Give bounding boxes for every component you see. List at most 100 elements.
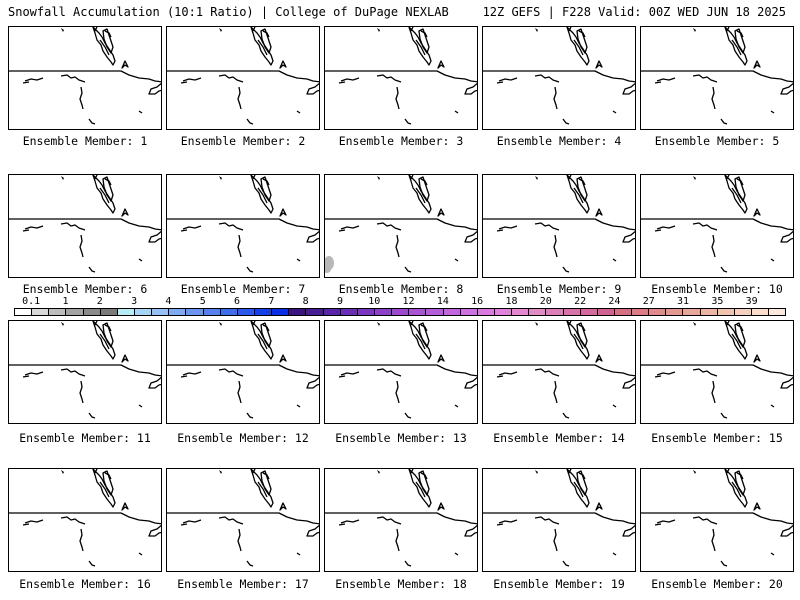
colorbar-segment xyxy=(460,309,478,315)
ensemble-member-map xyxy=(166,320,320,424)
map-outline xyxy=(167,175,319,273)
colorbar-segment xyxy=(614,309,633,315)
colorbar-tick-label: 27 xyxy=(642,296,655,307)
ensemble-member-label: Ensemble Member: 12 xyxy=(177,431,309,445)
ensemble-member-map xyxy=(640,26,794,130)
ensemble-member-map xyxy=(324,174,478,278)
colorbar-segment xyxy=(529,309,547,315)
colorbar-segment xyxy=(289,309,307,315)
ensemble-member-map xyxy=(324,26,478,130)
colorbar-segment xyxy=(220,309,238,315)
ensemble-member-label: Ensemble Member: 8 xyxy=(338,282,464,296)
colorbar-segment xyxy=(494,309,513,315)
map-outline xyxy=(483,469,635,567)
colorbar-tick-label: 39 xyxy=(745,296,758,307)
model-run-info: 12Z GEFS | F228 Valid: 00Z WED JUN 18 20… xyxy=(482,5,786,19)
map-outline xyxy=(641,469,793,567)
ensemble-member-map xyxy=(482,468,636,572)
colorbar-segment xyxy=(666,309,684,315)
colorbar-segment xyxy=(717,309,735,315)
colorbar-segment xyxy=(306,309,324,315)
colorbar-segment xyxy=(443,309,461,315)
colorbar-tick-label: 18 xyxy=(505,296,518,307)
ensemble-member-label: Ensemble Member: 14 xyxy=(493,431,625,445)
colorbar-segment xyxy=(374,309,393,315)
ensemble-member-map xyxy=(166,468,320,572)
colorbar-segment xyxy=(272,309,290,315)
colorbar-segment xyxy=(769,309,786,315)
ensemble-member-label: Ensemble Member: 13 xyxy=(335,431,467,445)
colorbar-tick-label: 22 xyxy=(574,296,587,307)
ensemble-member-map xyxy=(8,320,162,424)
ensemble-member-map xyxy=(482,26,636,130)
colorbar-tick-label: 8 xyxy=(302,296,309,307)
colorbar-segment xyxy=(323,309,341,315)
snowfall-colorbar xyxy=(14,308,786,316)
colorbar-segment xyxy=(426,309,444,315)
colorbar-tick-label: 35 xyxy=(711,296,724,307)
colorbar-segment xyxy=(580,309,598,315)
colorbar-tick-label: 9 xyxy=(336,296,343,307)
colorbar-segment xyxy=(700,309,718,315)
colorbar-tick-label: 16 xyxy=(471,296,484,307)
colorbar-segment xyxy=(152,309,170,315)
ensemble-member-label: Ensemble Member: 9 xyxy=(496,282,622,296)
ensemble-member-label: Ensemble Member: 2 xyxy=(180,134,306,148)
ensemble-member-label: Ensemble Member: 3 xyxy=(338,134,464,148)
ensemble-member-map xyxy=(482,320,636,424)
ensemble-member-label: Ensemble Member: 20 xyxy=(651,577,783,591)
colorbar-tick-label: 0.1 xyxy=(22,296,41,307)
colorbar-segment xyxy=(340,309,358,315)
map-outline xyxy=(483,27,635,125)
ensemble-member-map xyxy=(8,468,162,572)
colorbar-tick-label: 24 xyxy=(608,296,621,307)
ensemble-member-label: Ensemble Member: 17 xyxy=(177,577,309,591)
colorbar-segment xyxy=(254,309,273,315)
ensemble-member-label: Ensemble Member: 11 xyxy=(19,431,151,445)
ensemble-member-label: Ensemble Member: 19 xyxy=(493,577,625,591)
colorbar-segment xyxy=(134,309,153,315)
map-outline xyxy=(641,321,793,419)
ensemble-member-map xyxy=(640,468,794,572)
ensemble-member-map xyxy=(640,320,794,424)
colorbar-tick-label: 14 xyxy=(436,296,449,307)
colorbar-segment xyxy=(117,309,135,315)
colorbar-segment xyxy=(32,309,50,315)
colorbar-segment xyxy=(512,309,530,315)
ensemble-member-map xyxy=(166,174,320,278)
colorbar-segment xyxy=(752,309,770,315)
map-outline xyxy=(325,27,477,125)
map-outline xyxy=(9,27,161,125)
ensemble-member-label: Ensemble Member: 4 xyxy=(496,134,622,148)
colorbar-tick-label: 2 xyxy=(96,296,103,307)
ensemble-member-label: Ensemble Member: 1 xyxy=(22,134,148,148)
colorbar-segment xyxy=(66,309,84,315)
map-outline xyxy=(483,175,635,273)
colorbar-tick-label: 4 xyxy=(165,296,172,307)
map-outline xyxy=(167,27,319,125)
colorbar-segment xyxy=(632,309,650,315)
map-outline xyxy=(641,175,793,273)
ensemble-member-label: Ensemble Member: 15 xyxy=(651,431,783,445)
ensemble-member-label: Ensemble Member: 10 xyxy=(651,282,783,296)
colorbar-segment xyxy=(203,309,221,315)
colorbar-segment xyxy=(734,309,753,315)
ensemble-member-label: Ensemble Member: 5 xyxy=(654,134,780,148)
map-outline xyxy=(641,27,793,125)
colorbar-segment xyxy=(683,309,701,315)
map-outline xyxy=(9,175,161,273)
ensemble-member-map xyxy=(166,26,320,130)
colorbar-segment xyxy=(100,309,118,315)
map-outline xyxy=(167,469,319,567)
map-outline xyxy=(325,469,477,567)
colorbar-segment xyxy=(169,309,187,315)
colorbar-segment xyxy=(357,309,375,315)
colorbar-tick-label: 7 xyxy=(268,296,275,307)
colorbar-tick-label: 3 xyxy=(131,296,138,307)
ensemble-member-label: Ensemble Member: 7 xyxy=(180,282,306,296)
colorbar-segment xyxy=(563,309,581,315)
map-outline xyxy=(325,321,477,419)
colorbar-tick-label: 20 xyxy=(539,296,552,307)
map-outline xyxy=(325,175,477,273)
ensemble-member-label: Ensemble Member: 6 xyxy=(22,282,148,296)
